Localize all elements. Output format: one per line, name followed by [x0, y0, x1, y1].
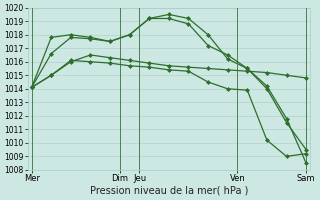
X-axis label: Pression niveau de la mer( hPa ): Pression niveau de la mer( hPa ) [90, 186, 248, 196]
